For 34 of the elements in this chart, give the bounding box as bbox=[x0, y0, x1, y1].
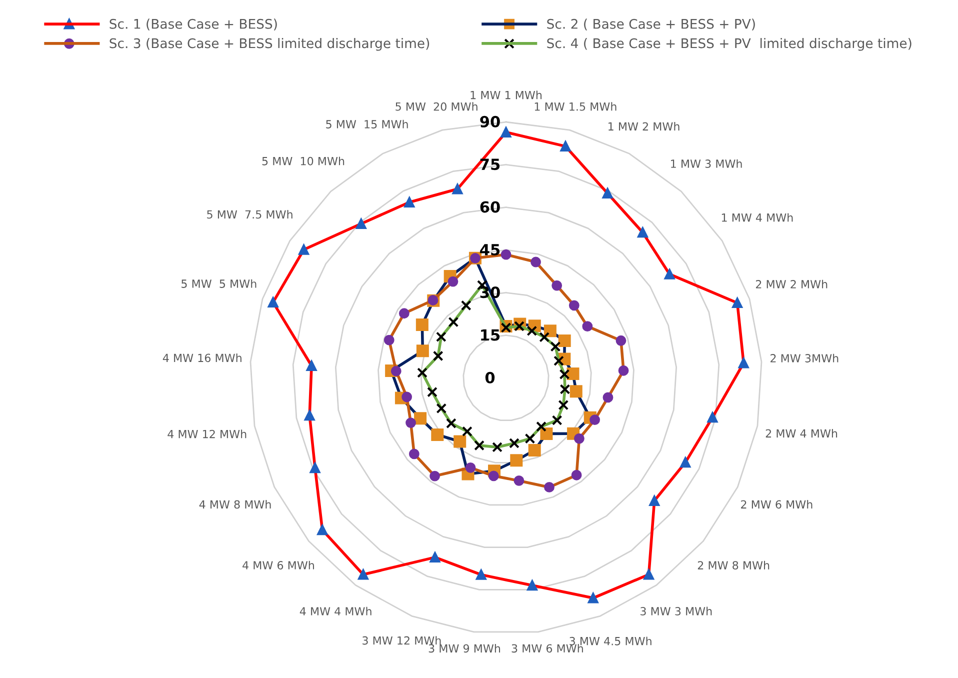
spoke-label: 5 MW 15 MWh bbox=[326, 120, 408, 128]
spoke-label: 4 MW 8 MWh bbox=[199, 500, 271, 509]
spoke-label: 4 MW 12 MWh bbox=[168, 430, 246, 438]
spoke-label: 4 MW 16 MWh bbox=[162, 354, 242, 362]
legend-label: Sc. 1 (Base Case + BESS) bbox=[110, 18, 277, 30]
spoke-label: 2 MW 8 MWh bbox=[698, 560, 770, 570]
spoke-label: 3 MW 9 MWh bbox=[428, 644, 500, 653]
spoke-label: 5 MW 10 MWh bbox=[262, 156, 344, 166]
spoke-label: 5 MW 7.5 MWh bbox=[207, 210, 292, 219]
spoke-label: 1 MW 1 MWh bbox=[470, 90, 542, 100]
spoke-label: 1 MW 4 MWh bbox=[722, 213, 793, 222]
y-tick-label: 75 bbox=[480, 158, 500, 170]
spoke-label: 2 MW 6 MWh bbox=[741, 500, 812, 509]
y-tick-label: 45 bbox=[480, 244, 500, 256]
legend-label: Sc. 3 (Base Case + BESS limited discharge time) bbox=[110, 38, 430, 51]
spoke-label: 5 MW 20 MWh bbox=[396, 102, 478, 111]
spoke-label: 3 MW 6 MWh bbox=[512, 644, 583, 653]
y-tick-label: 0 bbox=[485, 372, 495, 384]
legend-label: Sc. 4 ( Base Case + BESS + PV limited discharge time) bbox=[547, 38, 912, 51]
spoke-label: 3 MW 12 MWh bbox=[362, 636, 441, 645]
y-tick-label: 90 bbox=[480, 116, 500, 128]
spoke-label: 1 MW 2 MWh bbox=[608, 122, 680, 130]
legend-label: Sc. 2 ( Base Case + BESS + PV) bbox=[547, 18, 755, 30]
spoke-label: 4 MW 6 MWh bbox=[242, 560, 314, 570]
y-tick-label: 15 bbox=[481, 329, 500, 341]
spoke-label: 2 MW 4 MWh bbox=[766, 428, 838, 438]
spoke-label: 3 MW 3 MWh bbox=[640, 606, 712, 616]
spoke-label: 4 MW 4 MWh bbox=[300, 606, 372, 616]
spoke-label: 2 MW 2 MWh bbox=[756, 280, 828, 288]
y-tick-label: 60 bbox=[480, 201, 500, 213]
spoke-label: 1 MW 3 MWh bbox=[671, 159, 742, 168]
spoke-label: 2 MW 3MWh bbox=[770, 354, 838, 362]
spoke-label: 1 MW 1.5 MWh bbox=[534, 102, 616, 111]
spoke-label: 5 MW 5 MWh bbox=[182, 279, 256, 288]
